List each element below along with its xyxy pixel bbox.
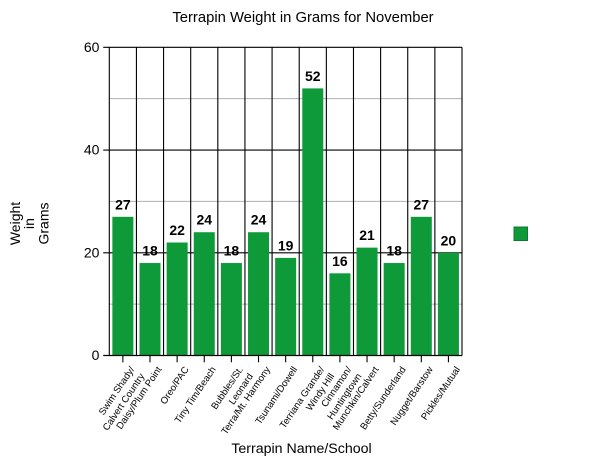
svg-text:21: 21 [359,227,375,243]
svg-text:18: 18 [224,243,240,259]
svg-text:27: 27 [414,196,430,212]
svg-text:27: 27 [115,196,131,212]
svg-text:20: 20 [441,232,457,248]
svg-text:24: 24 [196,212,212,228]
svg-text:19: 19 [278,237,294,253]
svg-text:0: 0 [92,347,100,363]
svg-text:18: 18 [386,243,402,259]
svg-text:52: 52 [305,68,321,84]
svg-text:18: 18 [142,243,158,259]
svg-text:Terrapin Weight in Grams for N: Terrapin Weight in Grams for November [172,10,433,26]
svg-text:Terrapin Name/School: Terrapin Name/School [231,441,371,457]
svg-text:WeightinGrams: WeightinGrams [7,202,51,245]
svg-text:22: 22 [169,222,185,238]
svg-text:20: 20 [84,244,100,260]
svg-text:40: 40 [84,142,100,158]
svg-text:16: 16 [332,253,348,269]
svg-text:60: 60 [84,39,100,55]
svg-text:24: 24 [251,212,267,228]
